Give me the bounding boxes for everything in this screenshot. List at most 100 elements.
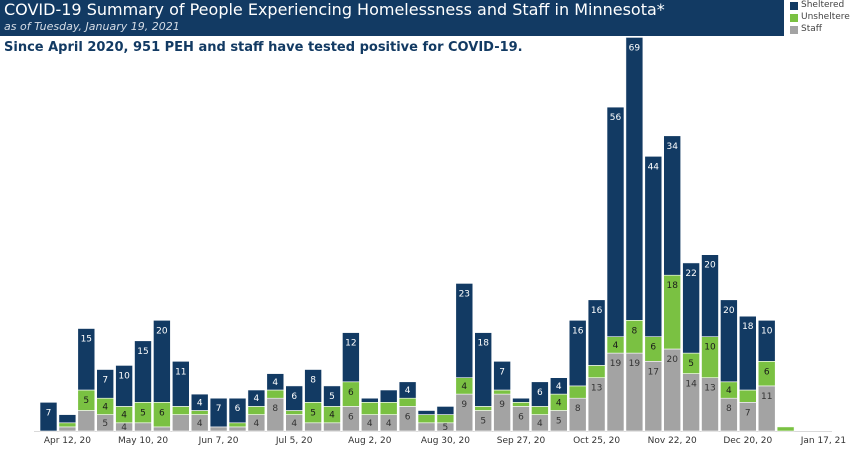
bar-segment-unsheltered[interactable] (58, 422, 77, 428)
legend-item-sheltered[interactable]: Sheltered (790, 0, 850, 12)
bar-segment-staff[interactable] (417, 422, 436, 432)
bar-segment-staff[interactable] (323, 422, 341, 432)
bar-segment-sheltered[interactable] (512, 397, 530, 403)
data-label-unsheltered: 10 (704, 343, 716, 353)
data-label-staff: 8 (726, 404, 732, 414)
data-label-sheltered: 11 (175, 367, 186, 377)
bar-segment-sheltered[interactable] (342, 332, 360, 383)
bar-segment-sheltered[interactable] (455, 283, 474, 378)
bar-segment-sheltered[interactable] (228, 397, 247, 424)
title-bar: COVID-19 Summary of People Experiencing … (0, 0, 784, 36)
bar-segment-staff[interactable] (720, 397, 738, 432)
data-label-sheltered: 4 (197, 398, 203, 408)
data-label-sheltered: 4 (405, 386, 411, 396)
bar-segment-unsheltered[interactable] (285, 410, 304, 415)
bar-segment-unsheltered[interactable] (228, 422, 247, 428)
data-label-sheltered: 7 (499, 367, 505, 377)
bar-segment-unsheltered[interactable] (172, 406, 190, 415)
bar-segment-staff[interactable] (153, 426, 171, 432)
legend-label-staff: Staff (801, 24, 822, 34)
bar-segment-unsheltered[interactable] (493, 389, 511, 395)
bar-segment-staff[interactable] (228, 426, 247, 432)
bar-segment-staff[interactable] (209, 426, 228, 432)
bar-segment-sheltered[interactable] (115, 365, 133, 407)
bar-segment-unsheltered[interactable] (776, 426, 795, 432)
bar-segment-sheltered[interactable] (493, 360, 511, 391)
page-title: COVID-19 Summary of People Experiencing … (4, 0, 665, 19)
bar-segment-sheltered[interactable] (304, 369, 322, 403)
bar-segment-sheltered[interactable] (663, 135, 682, 276)
bar-segment-sheltered[interactable] (701, 254, 719, 337)
bar-segment-sheltered[interactable] (266, 373, 285, 391)
bar-segment-sheltered[interactable] (757, 319, 776, 362)
data-label-staff: 8 (575, 404, 581, 414)
x-tick-label: Nov 22, 20 (648, 436, 697, 446)
bar-segment-staff[interactable] (568, 397, 587, 432)
data-label-staff: 4 (121, 423, 127, 433)
data-label-staff: 5 (556, 417, 562, 427)
bar-segment-sheltered[interactable] (323, 385, 341, 407)
bar-segment-sheltered[interactable] (285, 385, 304, 411)
bar-segment-staff[interactable] (266, 397, 285, 432)
bar-segment-staff[interactable] (304, 422, 322, 432)
bar-segment-unsheltered[interactable] (436, 414, 455, 424)
bar-segment-unsheltered[interactable] (738, 389, 757, 403)
bar-segment-sheltered[interactable] (474, 332, 493, 407)
bar-segment-unsheltered[interactable] (398, 397, 417, 407)
bar-segment-sheltered[interactable] (39, 401, 58, 432)
bar-segment-sheltered[interactable] (587, 299, 606, 366)
bar-segment-sheltered[interactable] (568, 319, 587, 387)
legend-item-staff[interactable]: Staff (790, 24, 850, 36)
bar-segment-unsheltered[interactable] (531, 406, 549, 415)
bar-segment-sheltered[interactable] (58, 414, 77, 424)
bar-segment-unsheltered[interactable] (417, 414, 436, 424)
bar-segment-sheltered[interactable] (606, 106, 625, 338)
bar-segment-sheltered[interactable] (644, 156, 663, 337)
bar-segment-unsheltered[interactable] (512, 401, 530, 407)
bar-segment-staff[interactable] (77, 410, 96, 432)
bar-segment-unsheltered[interactable] (266, 389, 285, 399)
bar-segment-unsheltered[interactable] (360, 401, 379, 415)
bar-segment-unsheltered[interactable] (587, 365, 606, 378)
x-tick-label: Aug 30, 20 (421, 436, 470, 446)
bar-segment-sheltered[interactable] (398, 381, 417, 399)
bar-segment-sheltered[interactable] (96, 369, 114, 399)
bar-segment-unsheltered[interactable] (568, 385, 587, 399)
bar-segment-staff[interactable] (58, 426, 77, 432)
bar-segment-sheltered[interactable] (436, 406, 455, 415)
bar-segment-unsheltered[interactable] (247, 406, 266, 415)
bar-segment-unsheltered[interactable] (379, 401, 398, 415)
data-label-sheltered: 6 (235, 404, 241, 414)
legend-item-unsheltered[interactable]: Unsheltered (790, 12, 850, 24)
bar-segment-sheltered[interactable] (209, 397, 228, 428)
bar-segment-sheltered[interactable] (682, 262, 700, 354)
data-label-sheltered: 18 (742, 322, 754, 332)
bar-segment-staff[interactable] (172, 414, 190, 432)
bar-segment-sheltered[interactable] (531, 381, 549, 407)
bar-segment-sheltered[interactable] (360, 397, 379, 403)
bar-segment-unsheltered[interactable] (625, 319, 644, 354)
bar-segment-unsheltered[interactable] (474, 406, 493, 411)
bar-segment-sheltered[interactable] (134, 340, 152, 403)
bar-segment-sheltered[interactable] (379, 389, 398, 403)
data-label-sheltered: 10 (118, 371, 130, 381)
bar-segment-sheltered[interactable] (625, 37, 644, 321)
data-label-sheltered: 69 (629, 43, 641, 53)
bar-segment-sheltered[interactable] (720, 299, 738, 383)
bar-segment-unsheltered[interactable] (190, 410, 209, 415)
bar-segment-sheltered[interactable] (549, 377, 568, 395)
data-label-unsheltered: 4 (613, 341, 619, 351)
data-label-sheltered: 15 (137, 347, 148, 357)
bar-segment-sheltered[interactable] (247, 389, 266, 407)
bar-segment-sheltered[interactable] (172, 360, 190, 407)
data-label-unsheltered: 5 (83, 396, 89, 406)
bar-segment-sheltered[interactable] (77, 328, 96, 391)
bar-segment-sheltered[interactable] (190, 393, 209, 411)
data-label-sheltered: 18 (477, 339, 489, 349)
data-label-sheltered: 20 (156, 326, 168, 336)
bar-segment-staff[interactable] (134, 422, 152, 432)
bar-segment-sheltered[interactable] (738, 315, 757, 391)
bar-segment-sheltered[interactable] (153, 319, 171, 403)
bar-segment-sheltered[interactable] (417, 410, 436, 415)
x-tick-label: Dec 20, 20 (723, 436, 772, 446)
